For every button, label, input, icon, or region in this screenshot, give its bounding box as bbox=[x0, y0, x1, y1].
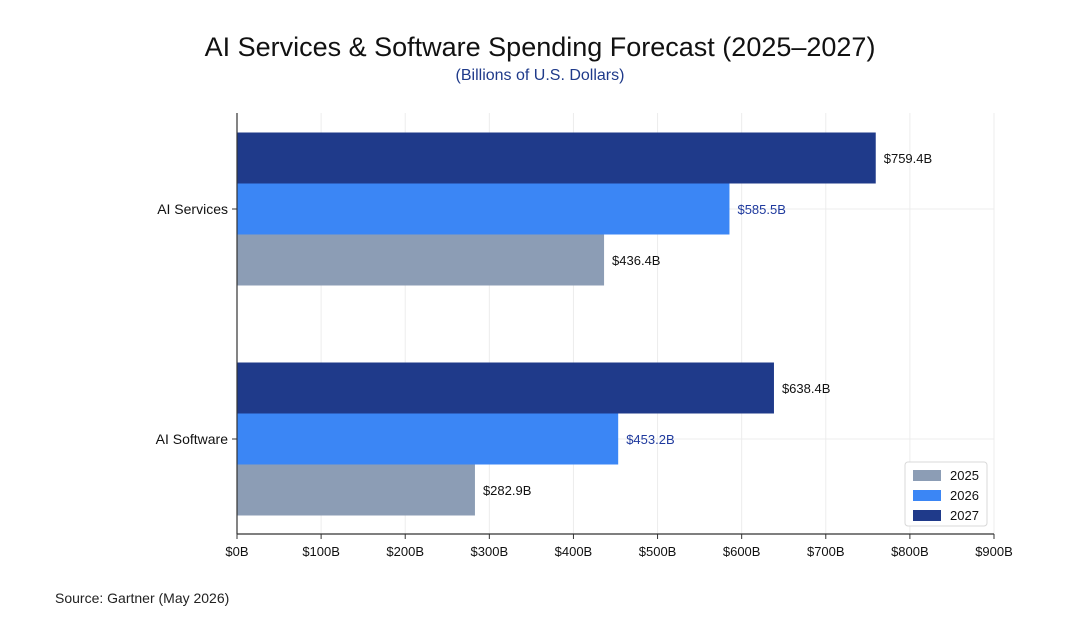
bar-2026-ai-software bbox=[237, 413, 619, 465]
source-note: Source: Gartner (May 2026) bbox=[55, 590, 230, 606]
category-label: AI Services bbox=[157, 201, 228, 217]
data-label: $759.4B bbox=[884, 151, 932, 166]
x-tick-label: $800B bbox=[891, 544, 929, 559]
chart-title: AI Services & Software Spending Forecast… bbox=[204, 32, 876, 62]
bar-2025-ai-software bbox=[237, 464, 475, 516]
legend-swatch-2025 bbox=[913, 470, 941, 481]
x-tick-label: $500B bbox=[639, 544, 677, 559]
data-label: $585.5B bbox=[737, 202, 785, 217]
legend: 2025 2026 2027 bbox=[904, 461, 988, 527]
bars bbox=[237, 132, 876, 516]
data-label: $453.2B bbox=[626, 432, 674, 447]
x-tick-label: $900B bbox=[975, 544, 1013, 559]
data-labels: $759.4B $585.5B $436.4B $638.4B $453.2B $282.… bbox=[483, 151, 932, 498]
legend-swatch-2026 bbox=[913, 490, 941, 501]
x-tick-label: $100B bbox=[302, 544, 340, 559]
legend-label-2025: 2025 bbox=[950, 468, 979, 483]
bar-2027-ai-services bbox=[237, 132, 876, 184]
bar-2025-ai-services bbox=[237, 234, 605, 286]
legend-swatch-2027 bbox=[913, 510, 941, 521]
legend-label-2027: 2027 bbox=[950, 508, 979, 523]
legend-label-2026: 2026 bbox=[950, 488, 979, 503]
x-tick-label: $400B bbox=[555, 544, 593, 559]
chart-subtitle: (Billions of U.S. Dollars) bbox=[455, 67, 625, 84]
x-tick-label: $0B bbox=[225, 544, 248, 559]
category-label: AI Software bbox=[156, 431, 229, 447]
x-tick-label: $600B bbox=[723, 544, 761, 559]
bar-2027-ai-software bbox=[237, 362, 774, 414]
bar-2026-ai-services bbox=[237, 183, 730, 235]
x-tick-label: $200B bbox=[386, 544, 424, 559]
x-tick-label: $700B bbox=[807, 544, 845, 559]
data-label: $638.4B bbox=[782, 381, 830, 396]
data-label: $282.9B bbox=[483, 483, 531, 498]
data-label: $436.4B bbox=[612, 253, 660, 268]
x-tick-label: $300B bbox=[471, 544, 509, 559]
axes: $0B $100B $200B $300B $400B $500B $600B $700B $8… bbox=[156, 113, 1013, 559]
